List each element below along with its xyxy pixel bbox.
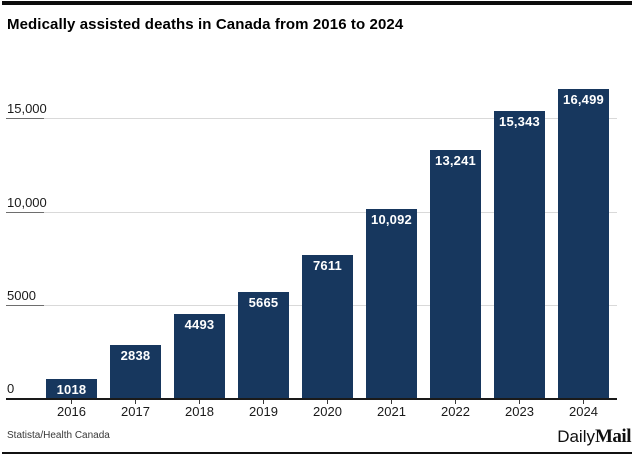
- source-attribution: Statista/Health Canada: [7, 430, 110, 441]
- bottom-rule: [2, 452, 632, 454]
- bar-2021: 10,092: [366, 208, 417, 398]
- x-axis-tick: [71, 400, 72, 404]
- bar-value-label: 13,241: [435, 152, 476, 168]
- bar-2016: 1018: [46, 378, 97, 398]
- gridline-15000: [6, 117, 617, 119]
- dailymail-logo-daily: Daily: [557, 427, 595, 446]
- x-axis-tick: [327, 400, 328, 404]
- bar-2019: 5665: [238, 291, 289, 398]
- x-axis-tick: [263, 400, 264, 404]
- x-axis-category-label: 2022: [441, 404, 470, 419]
- y-axis-tick-label: 15,000: [7, 100, 47, 116]
- x-axis-category-label: 2018: [185, 404, 214, 419]
- bar-value-label: 10,092: [371, 211, 412, 227]
- chart-title: Medically assisted deaths in Canada from…: [7, 16, 404, 33]
- bar-value-label: 7611: [312, 258, 342, 274]
- x-axis-tick: [135, 400, 136, 404]
- x-axis-tick: [391, 400, 392, 404]
- bar-value-label: 4493: [184, 316, 215, 332]
- bar-2018: 4493: [174, 313, 225, 398]
- dailymail-logo-mail: Mail: [595, 426, 632, 447]
- x-axis-tick: [199, 400, 200, 404]
- bar-2022: 13,241: [430, 149, 481, 398]
- x-axis-tick: [455, 400, 456, 404]
- y-axis-tick-label: 10,000: [7, 194, 47, 210]
- x-axis-category-label: 2019: [249, 404, 278, 419]
- bar-2017: 2838: [110, 344, 161, 398]
- bar-2024: 16,499: [558, 88, 609, 398]
- bar-2023: 15,343: [494, 110, 545, 398]
- gridline-10000: [6, 211, 617, 213]
- bar-value-label: 16,499: [563, 91, 604, 107]
- x-axis-category-label: 2017: [121, 404, 150, 419]
- x-axis-tick: [519, 400, 520, 404]
- x-axis-tick: [583, 400, 584, 404]
- y-axis-tick-label: 5000: [7, 288, 36, 304]
- x-axis-category-label: 2023: [505, 404, 534, 419]
- bar-2020: 7611: [302, 255, 353, 398]
- x-axis-category-label: 2016: [57, 404, 86, 419]
- dailymail-logo: DailyMail: [557, 426, 631, 448]
- bar-value-label: 1018: [56, 381, 87, 397]
- x-axis-category-label: 2021: [377, 404, 406, 419]
- ytick-rule-5000: [6, 305, 44, 307]
- x-axis-line: [6, 398, 617, 400]
- ytick-rule-10000: [6, 211, 44, 213]
- x-axis-category-label: 2020: [313, 404, 342, 419]
- x-axis-category-label: 2024: [569, 404, 598, 419]
- bar-value-label: 5665: [248, 294, 279, 310]
- ytick-rule-15000: [6, 117, 44, 119]
- bar-value-label: 2838: [120, 347, 151, 363]
- bar-value-label: 15,343: [499, 113, 540, 129]
- top-rule: [2, 1, 632, 5]
- y-axis-tick-label: 0: [7, 381, 15, 396]
